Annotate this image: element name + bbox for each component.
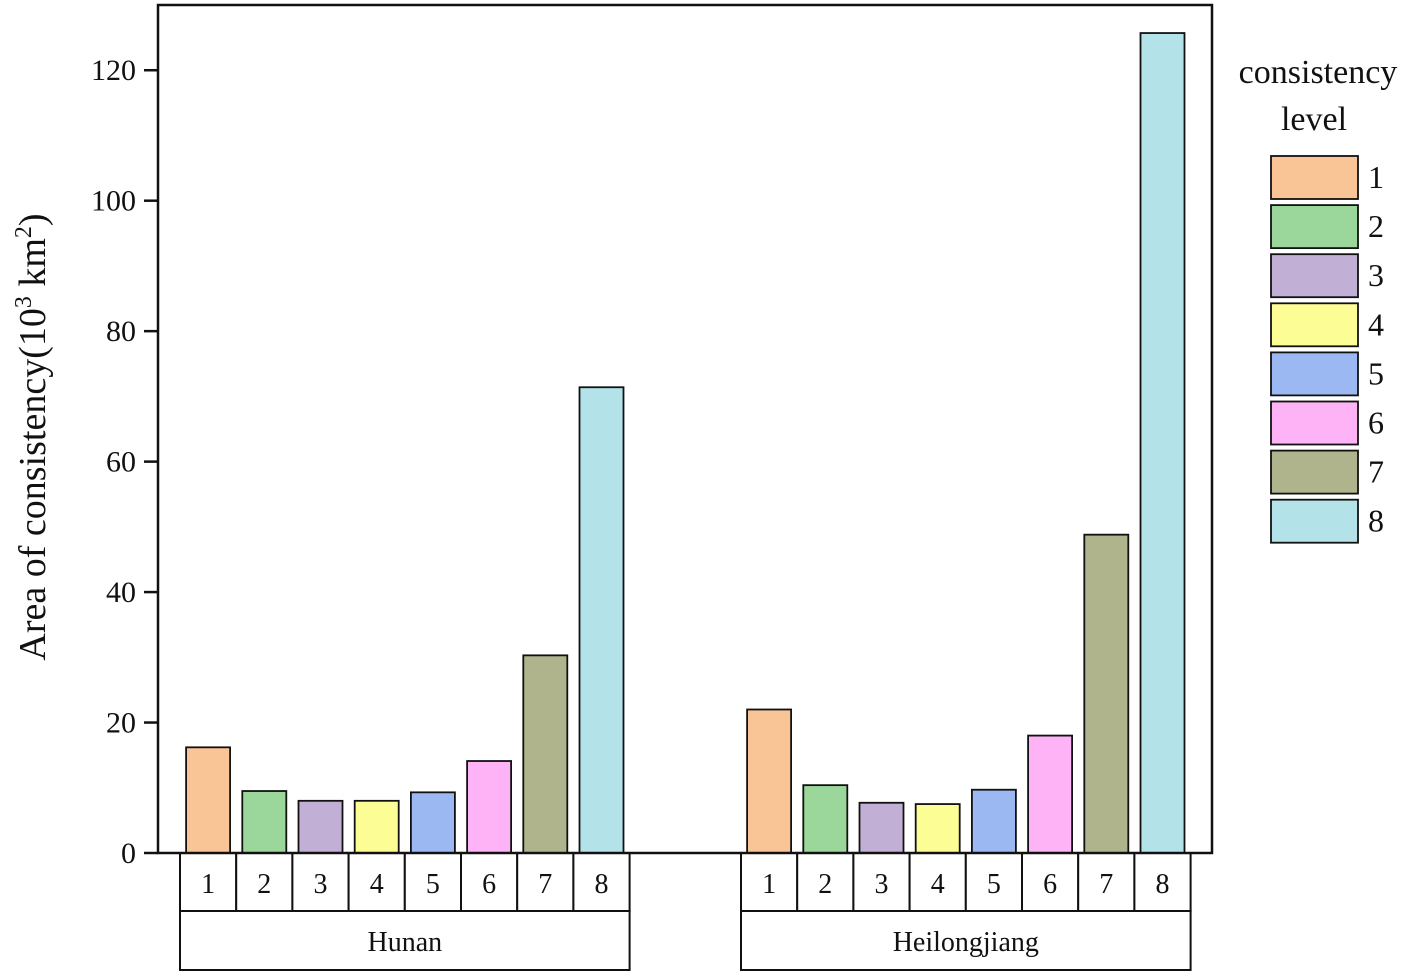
category-label: 8 bbox=[595, 869, 609, 900]
bar-heilongjiang-4 bbox=[914, 803, 961, 854]
y-tick-label: 0 bbox=[121, 837, 136, 870]
bar-hunan-3 bbox=[297, 799, 344, 854]
y-axis-title-sup: 3 bbox=[11, 296, 37, 308]
y-axis-title-close: ) bbox=[12, 213, 54, 226]
y-tick-label: 20 bbox=[106, 707, 136, 740]
category-label: 1 bbox=[201, 869, 215, 900]
legend-label-1: 1 bbox=[1368, 159, 1384, 195]
legend-label-5: 5 bbox=[1368, 355, 1384, 391]
category-cell bbox=[460, 852, 519, 912]
bar-heilongjiang-7 bbox=[1083, 533, 1130, 854]
bar-heilongjiang-5 bbox=[971, 788, 1017, 854]
category-label: 4 bbox=[931, 869, 945, 900]
legend-swatch-4 bbox=[1270, 302, 1359, 348]
y-axis-title: Area of consistency(103 km2) bbox=[11, 213, 54, 660]
legend: consistency level 1 2 3 4 5 6 7 8 bbox=[1239, 54, 1398, 544]
y-axis-title-unit-sup: 2 bbox=[11, 226, 37, 238]
bar-heilongjiang-2 bbox=[802, 784, 849, 854]
category-label: 6 bbox=[482, 869, 496, 900]
legend-swatch-6 bbox=[1270, 400, 1359, 446]
category-label: 2 bbox=[257, 869, 271, 900]
bar-hunan-7 bbox=[522, 654, 569, 854]
bar-heilongjiang-6 bbox=[1027, 734, 1073, 854]
category-cell bbox=[964, 852, 1023, 912]
bar-hunan-1 bbox=[185, 746, 232, 854]
category-label: 7 bbox=[538, 869, 552, 900]
legend-title-line2: level bbox=[1281, 101, 1347, 138]
legend-swatch-7 bbox=[1270, 449, 1359, 495]
y-tick-label: 80 bbox=[106, 315, 136, 348]
category-label: 2 bbox=[818, 869, 832, 900]
category-label: 4 bbox=[370, 869, 384, 900]
legend-label-6: 6 bbox=[1368, 405, 1384, 441]
category-cell bbox=[1133, 852, 1192, 912]
y-tick-label: 100 bbox=[91, 185, 136, 218]
legend-label-2: 2 bbox=[1368, 208, 1384, 244]
group-cell bbox=[740, 910, 1192, 971]
category-cell bbox=[1077, 852, 1136, 912]
category-cell bbox=[572, 852, 631, 912]
category-cell bbox=[291, 852, 350, 912]
legend-label-8: 8 bbox=[1368, 503, 1384, 539]
legend-swatch-3 bbox=[1270, 253, 1359, 299]
legend-label-4: 4 bbox=[1368, 306, 1384, 342]
category-label: 5 bbox=[987, 869, 1001, 900]
bar-hunan-6 bbox=[466, 760, 513, 854]
bar-hunan-5 bbox=[409, 791, 456, 854]
group-cell bbox=[179, 910, 631, 971]
y-axis-title-main: Area of consistency(10 bbox=[12, 308, 54, 660]
category-label: 7 bbox=[1099, 869, 1113, 900]
bars bbox=[185, 32, 1186, 854]
bar-hunan-2 bbox=[241, 790, 288, 854]
legend-swatch-8 bbox=[1270, 498, 1359, 544]
category-label: 1 bbox=[762, 869, 776, 900]
category-label: 3 bbox=[314, 869, 328, 900]
bar-heilongjiang-8 bbox=[1139, 32, 1186, 854]
bar-hunan-4 bbox=[353, 799, 400, 854]
category-label: 5 bbox=[426, 869, 440, 900]
y-tick-label: 60 bbox=[106, 446, 136, 479]
category-label: 3 bbox=[875, 869, 889, 900]
category-label: 6 bbox=[1043, 869, 1057, 900]
bar-heilongjiang-3 bbox=[858, 801, 905, 854]
bar-heilongjiang-1 bbox=[746, 708, 792, 854]
y-axis: 0 20 40 60 80 100 120 bbox=[91, 54, 158, 870]
group-label-heilongjiang: Heilongjiang bbox=[893, 927, 1039, 958]
category-axis: 1 2 3 4 5 6 7 8 Hunan 1 2 3 4 5 6 7 8 Heilongjiang bbox=[179, 852, 1192, 971]
y-tick-label: 40 bbox=[106, 576, 136, 609]
legend-title-line1: consistency bbox=[1239, 54, 1398, 91]
category-cell bbox=[796, 852, 855, 912]
category-cell bbox=[403, 852, 462, 912]
group-label-hunan: Hunan bbox=[367, 927, 442, 958]
y-tick-label: 120 bbox=[91, 54, 136, 87]
legend-label-7: 7 bbox=[1368, 454, 1384, 490]
legend-swatch-2 bbox=[1270, 204, 1359, 250]
y-axis-title-unit: km bbox=[12, 238, 54, 296]
category-label: 8 bbox=[1156, 869, 1170, 900]
legend-swatch-1 bbox=[1270, 155, 1359, 200]
plot-frame bbox=[156, 3, 1214, 855]
bar-hunan-8 bbox=[578, 386, 625, 854]
legend-swatch-5 bbox=[1270, 351, 1359, 397]
category-cell bbox=[235, 852, 294, 912]
legend-label-3: 3 bbox=[1368, 257, 1384, 293]
